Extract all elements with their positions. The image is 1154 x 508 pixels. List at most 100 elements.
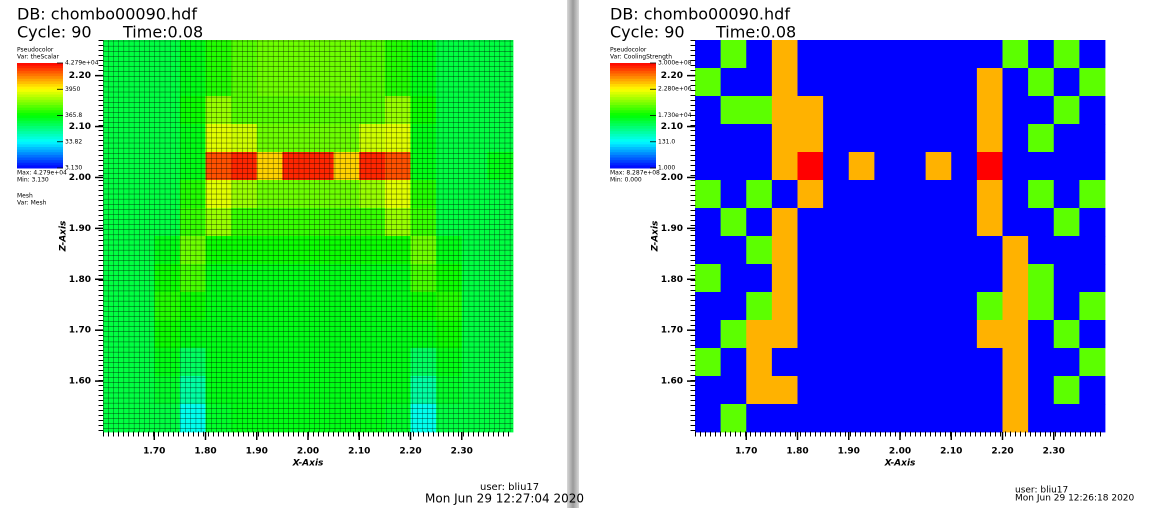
legend-var: Var: theScalar	[17, 54, 60, 61]
heat-cell	[1053, 124, 1080, 153]
y-axis-label: Z-Axis	[59, 220, 69, 252]
heat-cell	[976, 236, 1003, 265]
colorbar-step	[610, 68, 656, 72]
colorbar-step	[610, 160, 656, 164]
heat-cell	[720, 376, 747, 405]
heat-cell	[1028, 292, 1055, 321]
heat-cell	[823, 96, 850, 125]
heat-cell	[1079, 292, 1106, 321]
heat-cell	[848, 404, 875, 433]
heat-cell	[1028, 404, 1055, 433]
heat-cell	[848, 376, 875, 405]
colorbar-step	[610, 107, 656, 111]
heat-cell	[746, 404, 773, 433]
heat-cell	[695, 404, 722, 433]
heat-cell	[695, 208, 722, 237]
heat-cell	[951, 404, 978, 433]
heat-cell	[823, 376, 850, 405]
heat-cell	[695, 96, 722, 125]
colorbar-step	[610, 99, 656, 103]
heat-cell	[900, 348, 927, 377]
colorbar-step	[610, 123, 656, 127]
heat-cell	[797, 124, 824, 153]
colorbar-step	[17, 68, 63, 72]
heat-cell	[823, 348, 850, 377]
heat-cell	[823, 124, 850, 153]
colorbar-step	[17, 105, 63, 109]
y-tick-label: 2.00	[661, 173, 683, 183]
heat-cell	[746, 236, 773, 265]
user-label: user: bliu17	[480, 482, 539, 493]
colorbar-step	[610, 65, 656, 69]
heat-cell	[720, 40, 747, 69]
heat-cell	[1053, 236, 1080, 265]
heat-cell	[976, 96, 1003, 125]
heat-cell	[1079, 320, 1106, 349]
heat-cell	[797, 208, 824, 237]
colorbar-tick-label: 3.000e+08	[658, 60, 692, 67]
colorbar-step	[17, 84, 63, 88]
colorbar-step	[17, 76, 63, 80]
colorbar-step	[610, 152, 656, 156]
heat-cell	[771, 208, 798, 237]
legend-title: Pseudocolor	[610, 47, 647, 54]
colorbar-tick-label: 4.279e+04	[65, 60, 99, 67]
heat-cell	[1002, 40, 1029, 69]
heat-cell	[900, 96, 927, 125]
heat-cell	[1002, 376, 1029, 405]
colorbar-step	[610, 165, 656, 169]
heat-cell	[848, 68, 875, 97]
time-label: Time:0.08	[122, 23, 203, 42]
heat-cell	[1079, 96, 1106, 125]
heat-cell	[771, 180, 798, 209]
heat-cell	[720, 152, 747, 181]
heat-cell	[797, 152, 824, 181]
heat-cell	[925, 68, 952, 97]
colorbar-step	[610, 110, 656, 114]
heat-cell	[874, 404, 901, 433]
colorbar-step	[610, 115, 656, 119]
heat-cell	[925, 348, 952, 377]
x-axis-label: X-Axis	[884, 459, 916, 469]
heat-cell	[925, 292, 952, 321]
colorbar-step	[17, 141, 63, 145]
colorbar-step	[610, 136, 656, 140]
heat-cell	[874, 292, 901, 321]
heat-cell	[1079, 236, 1106, 265]
heat-cell	[1028, 236, 1055, 265]
heat-cell	[874, 348, 901, 377]
colorbar-step	[610, 162, 656, 166]
heat-cell	[823, 320, 850, 349]
heat-cell	[900, 68, 927, 97]
heat-cell	[797, 40, 824, 69]
x-tick-label: 1.80	[786, 447, 808, 457]
heat-cell	[797, 264, 824, 293]
colorbar-step	[17, 118, 63, 122]
colorbar-step	[17, 157, 63, 161]
heat-cell	[797, 96, 824, 125]
heat-cell	[874, 264, 901, 293]
heat-cell	[874, 180, 901, 209]
heat-cell	[823, 208, 850, 237]
heat-cell	[823, 68, 850, 97]
heat-cell	[1079, 40, 1106, 69]
db-title: DB: chombo00090.hdf	[610, 5, 790, 24]
y-tick-label: 2.10	[69, 122, 91, 132]
db-title: DB: chombo00090.hdf	[17, 5, 197, 24]
time-label: Time:0.08	[715, 23, 796, 42]
heat-cell	[1028, 320, 1055, 349]
heat-cell	[900, 152, 927, 181]
heat-cell	[720, 236, 747, 265]
heat-cell	[695, 264, 722, 293]
heat-cell	[823, 236, 850, 265]
heat-cell	[797, 180, 824, 209]
heat-cell	[874, 236, 901, 265]
heat-cell	[695, 348, 722, 377]
heat-cell	[925, 152, 952, 181]
colorbar-step	[610, 86, 656, 90]
colorbar-step	[610, 131, 656, 135]
heat-cell	[1079, 404, 1106, 433]
heat-cell	[746, 348, 773, 377]
y-tick-label: 1.70	[661, 326, 683, 336]
